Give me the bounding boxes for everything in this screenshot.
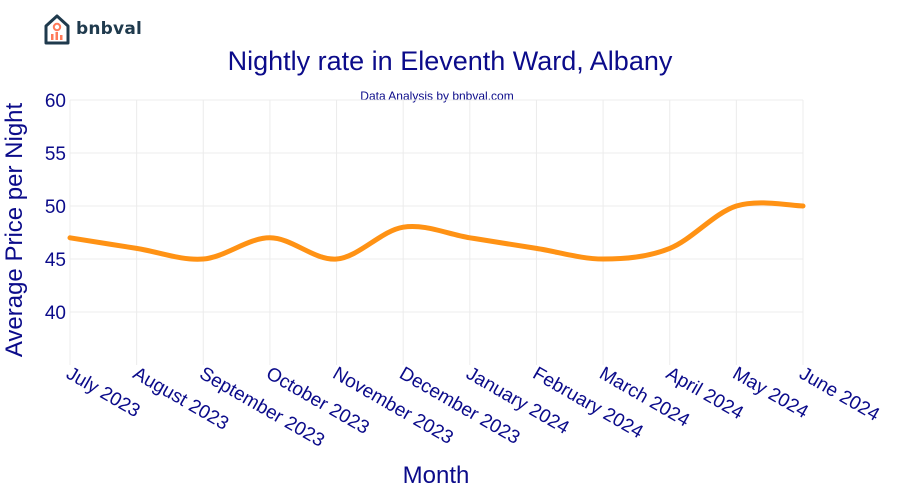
brand-name: bnbval <box>76 19 143 39</box>
y-tick-label: 60 <box>45 91 66 112</box>
y-tick-label: 40 <box>45 303 66 324</box>
y-tick-label: 45 <box>45 250 66 271</box>
x-axis-label: Month <box>403 462 470 489</box>
chart-title: Nightly rate in Eleventh Ward, Albany <box>228 46 673 76</box>
brand-logo: bnbval <box>42 12 142 46</box>
series-line-0 <box>67 200 806 262</box>
house-chart-icon <box>44 14 70 45</box>
series-layer <box>67 200 806 262</box>
y-axis-label: Average Price per Night <box>1 102 28 357</box>
gridlines <box>69 99 804 365</box>
y-axis-ticks: 40 45 50 55 60 <box>45 91 66 324</box>
y-tick-label: 55 <box>45 144 66 165</box>
x-tick-label: February 2024 <box>529 363 647 443</box>
y-tick-label: 50 <box>45 197 66 218</box>
chart-subtitle: Data Analysis by bnbval.com <box>360 89 513 103</box>
x-tick-label: June 2024 <box>796 363 884 426</box>
x-tick-label: July 2023 <box>63 363 144 422</box>
